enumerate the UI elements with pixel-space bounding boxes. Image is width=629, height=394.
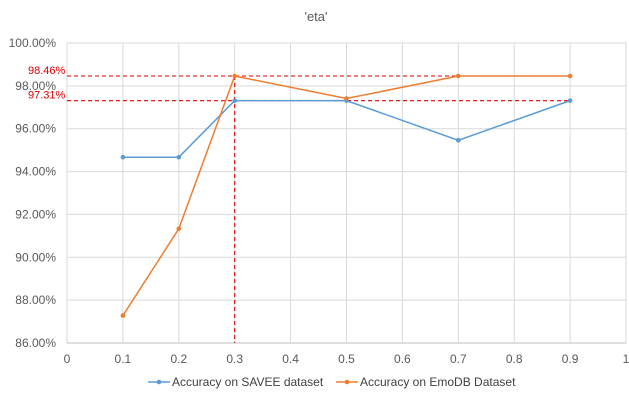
data-point (232, 98, 237, 103)
legend-marker (344, 379, 350, 385)
y-tick-label: 90.00% (15, 250, 56, 264)
x-tick-label: 0.4 (282, 352, 299, 366)
y-tick-label: 100.00% (9, 36, 57, 50)
y-tick-label: 94.00% (15, 165, 56, 179)
y-tick-label: 96.00% (15, 122, 56, 136)
x-tick-label: 0.3 (226, 352, 243, 366)
series-group (120, 73, 573, 318)
x-axis-ticks: 0 0.1 0.2 0.3 0.4 0.5 0.6 0.7 0.8 0.9 1 (64, 352, 629, 366)
gridlines (66, 42, 627, 344)
data-point (567, 73, 573, 79)
y-axis-ticks: 86.00% 88.00% 90.00% 92.00% 94.00% 96.00% 98.0… (9, 36, 57, 350)
x-tick-label: 0.8 (506, 352, 523, 366)
reference-lines: 98.46% 97.31% (28, 65, 570, 343)
data-point (456, 137, 461, 143)
legend-label: Accuracy on SAVEE dataset (172, 375, 324, 389)
data-point (120, 154, 126, 160)
data-point (232, 73, 237, 79)
y-tick-label: 86.00% (15, 336, 56, 350)
data-point (567, 98, 573, 103)
x-tick-label: 0 (64, 352, 71, 366)
x-tick-label: 0.2 (170, 352, 187, 366)
y-tick-label: 92.00% (15, 207, 56, 221)
series-line (122, 75, 571, 316)
data-point (176, 154, 182, 160)
data-point (120, 313, 126, 318)
legend-label: Accuracy on EmoDB Dataset (360, 375, 516, 389)
data-point (456, 73, 461, 79)
x-tick-label: 0.1 (115, 352, 132, 366)
y-tick-label: 98.00% (15, 79, 56, 93)
x-tick-label: 0.5 (338, 352, 355, 366)
x-tick-label: 0.7 (450, 352, 467, 366)
x-tick-label: 0.6 (394, 352, 411, 366)
chart-title: 'eta' (304, 9, 327, 24)
legend: Accuracy on SAVEE dataset Accuracy on Emo… (148, 375, 516, 389)
annotation-label: 98.46% (28, 65, 66, 77)
series-line (122, 99, 571, 158)
x-tick-label: 0.9 (562, 352, 579, 366)
data-point (176, 226, 182, 232)
data-point (344, 96, 349, 101)
annotation-label: 97.31% (28, 90, 66, 102)
legend-marker (156, 379, 162, 385)
y-tick-label: 88.00% (15, 293, 56, 307)
x-tick-label: 1 (623, 352, 629, 366)
